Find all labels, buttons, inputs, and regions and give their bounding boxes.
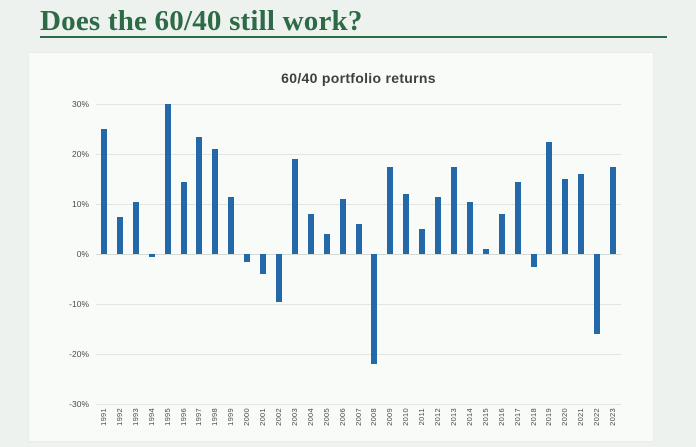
title-underline <box>40 36 667 38</box>
bar-2008 <box>371 254 378 364</box>
x-tick-label: 2002 <box>273 408 283 426</box>
x-tick-label: 2019 <box>544 408 554 426</box>
x-tick-label: 2007 <box>353 408 363 426</box>
bar-1992 <box>116 216 123 254</box>
x-tick-label: 1995 <box>162 408 172 426</box>
bar-2021 <box>578 174 585 254</box>
x-tick-label: 2010 <box>401 408 411 426</box>
x-tick-label: 1991 <box>98 408 108 426</box>
x-tick-label: 2012 <box>433 408 443 426</box>
bar-1998 <box>212 149 219 254</box>
bar-1993 <box>132 201 139 254</box>
chart-title: 60/40 portfolio returns <box>281 70 436 86</box>
bar-2013 <box>450 166 457 254</box>
bar-1991 <box>100 129 107 254</box>
x-tick-label: 2016 <box>496 408 506 426</box>
y-tick-label: -30% <box>69 399 89 409</box>
x-tick-label: 2020 <box>560 408 570 426</box>
x-tick-label: 1997 <box>194 408 204 426</box>
gridline <box>96 204 621 205</box>
x-tick-label: 2013 <box>448 408 458 426</box>
x-tick-label: 2018 <box>528 408 538 426</box>
y-axis: 30% 20% 10% 0% -10% -20% -30% <box>29 99 89 409</box>
bar-2015 <box>482 249 489 254</box>
bar-2007 <box>355 224 362 254</box>
x-tick-label: 2014 <box>464 408 474 426</box>
x-tick-label: 2001 <box>258 408 268 426</box>
x-tick-label: 2021 <box>576 408 586 426</box>
bar-1996 <box>180 181 187 254</box>
gridline <box>96 404 621 405</box>
x-tick-label: 2022 <box>592 408 602 426</box>
x-tick-label: 2008 <box>369 408 379 426</box>
bar-1995 <box>164 104 171 254</box>
gridline <box>96 104 621 105</box>
bar-2020 <box>562 179 569 254</box>
bar-2003 <box>291 159 298 254</box>
x-tick-label: 2015 <box>480 408 490 426</box>
bar-2022 <box>594 254 601 334</box>
bar-1999 <box>228 196 235 254</box>
x-tick-label: 2023 <box>608 408 618 426</box>
x-tick-label: 2011 <box>417 408 427 426</box>
x-tick-label: 2006 <box>337 408 347 426</box>
chart-panel: 60/40 portfolio returns 30% 20% 10% 0% -10% -… <box>28 52 654 442</box>
bar-2012 <box>435 196 442 254</box>
x-tick-label: 1996 <box>178 408 188 426</box>
gridline <box>96 304 621 305</box>
x-tick-label: 2017 <box>512 408 522 426</box>
x-tick-label: 1993 <box>130 408 140 426</box>
bar-2000 <box>244 254 251 262</box>
bar-2023 <box>610 166 617 254</box>
x-tick-label: 2009 <box>385 408 395 426</box>
bar-2004 <box>307 214 314 254</box>
y-tick-label: 0% <box>76 249 89 259</box>
x-tick-label: 2005 <box>321 408 331 426</box>
y-tick-label: 20% <box>71 149 89 159</box>
plot-area <box>96 104 621 405</box>
bar-2009 <box>387 166 394 254</box>
bar-2018 <box>530 254 537 267</box>
zero-gridline <box>96 254 621 255</box>
x-tick-label: 1999 <box>226 408 236 426</box>
y-tick-label: -20% <box>69 349 89 359</box>
bar-2002 <box>275 254 282 302</box>
bar-2001 <box>260 254 267 274</box>
x-tick-label: 2000 <box>242 408 252 426</box>
x-tick-label: 1992 <box>114 408 124 426</box>
bar-2010 <box>403 194 410 254</box>
y-tick-label: 30% <box>71 99 89 109</box>
x-axis: 1991 1992 1993 1994 1995 1996 1997 1998 1999 2000… <box>96 408 621 440</box>
bar-2016 <box>498 214 505 254</box>
bar-2017 <box>514 181 521 254</box>
bar-1997 <box>196 136 203 254</box>
x-tick-label: 2003 <box>289 408 299 426</box>
gridline <box>96 354 621 355</box>
bar-2005 <box>323 234 330 254</box>
x-tick-label: 1994 <box>146 408 156 426</box>
gridline <box>96 154 621 155</box>
bar-1994 <box>148 254 155 257</box>
bar-2014 <box>466 201 473 254</box>
page-title: Does the 60/40 still work? <box>40 5 363 37</box>
x-tick-label: 1998 <box>210 408 220 426</box>
y-tick-label: -10% <box>69 299 89 309</box>
x-tick-label: 2004 <box>305 408 315 426</box>
bar-2019 <box>546 141 553 254</box>
bar-2006 <box>339 199 346 254</box>
y-tick-label: 10% <box>71 199 89 209</box>
bar-2011 <box>419 229 426 254</box>
